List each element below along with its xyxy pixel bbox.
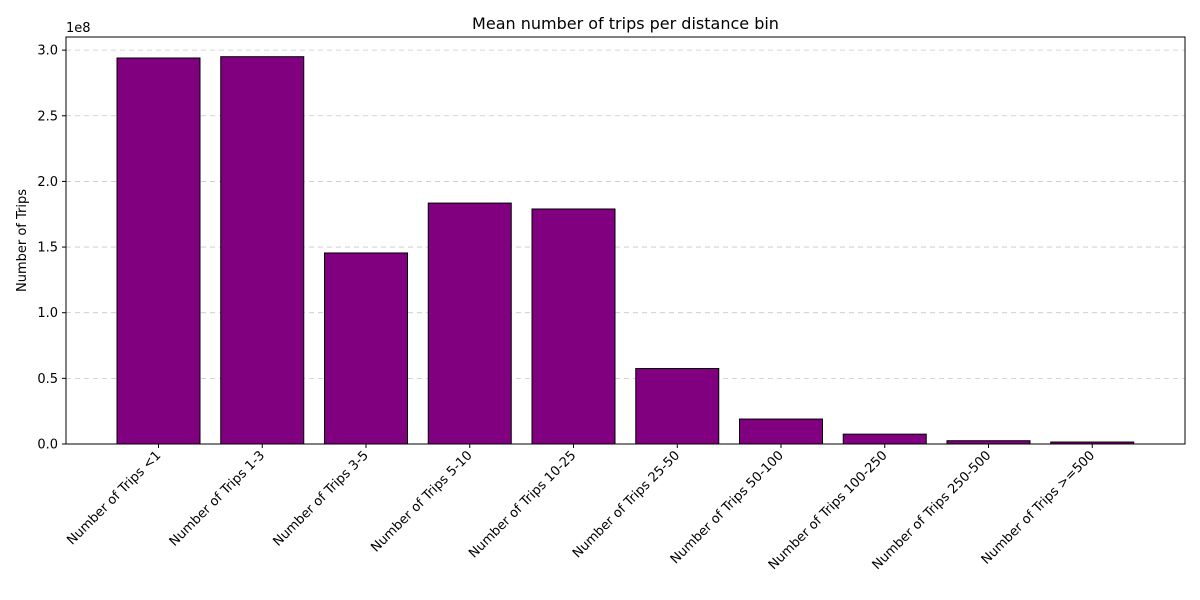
bar — [116, 57, 201, 445]
y-tick-label: 1.0 — [37, 306, 58, 321]
bar — [739, 418, 823, 445]
bar — [635, 368, 720, 445]
bars — [116, 56, 1135, 445]
x-axis-ticks: Number of Trips <1 Number of Trips 1-3 Num… — [64, 444, 1098, 573]
x-tick-label: Number of Trips 1-3 — [167, 448, 268, 549]
bar — [842, 433, 927, 445]
y-tick-label: 2.0 — [37, 175, 58, 190]
chart-title: Mean number of trips per distance bin — [472, 14, 779, 33]
x-tick-label: Number of Trips >=500 — [979, 448, 1098, 567]
x-tick-label: Number of Trips 5-10 — [368, 448, 475, 555]
bar — [427, 202, 512, 445]
bar — [531, 208, 616, 445]
bar — [324, 252, 408, 445]
x-tick-label: Number of Trips 50-100 — [668, 448, 787, 567]
grid-lines — [66, 49, 1185, 379]
x-tick-label: Number of Trips 3-5 — [270, 448, 371, 549]
y-tick-label: 0.5 — [37, 372, 58, 387]
x-tick-label: Number of Trips 100-250 — [766, 448, 891, 573]
x-tick-label: Number of Trips 25-50 — [570, 448, 683, 561]
bar — [220, 56, 305, 445]
y-axis-label: Number of Trips — [15, 189, 30, 292]
y-tick-label: 0.0 — [37, 438, 58, 453]
y-tick-label: 1.5 — [37, 241, 58, 256]
plot-area-frame — [65, 36, 1186, 445]
y-tick-label: 2.5 — [37, 109, 58, 124]
x-tick-label: Number of Trips 10-25 — [466, 448, 579, 561]
x-tick-label: Number of Trips 250-500 — [870, 448, 995, 573]
y-axis-ticks: 0.0 0.5 1.0 1.5 2.0 2.5 3.0 — [37, 44, 66, 453]
x-tick-label: Number of Trips <1 — [64, 448, 164, 548]
y-axis-offset-label: 1e8 — [66, 21, 91, 36]
y-tick-label: 3.0 — [37, 44, 58, 59]
